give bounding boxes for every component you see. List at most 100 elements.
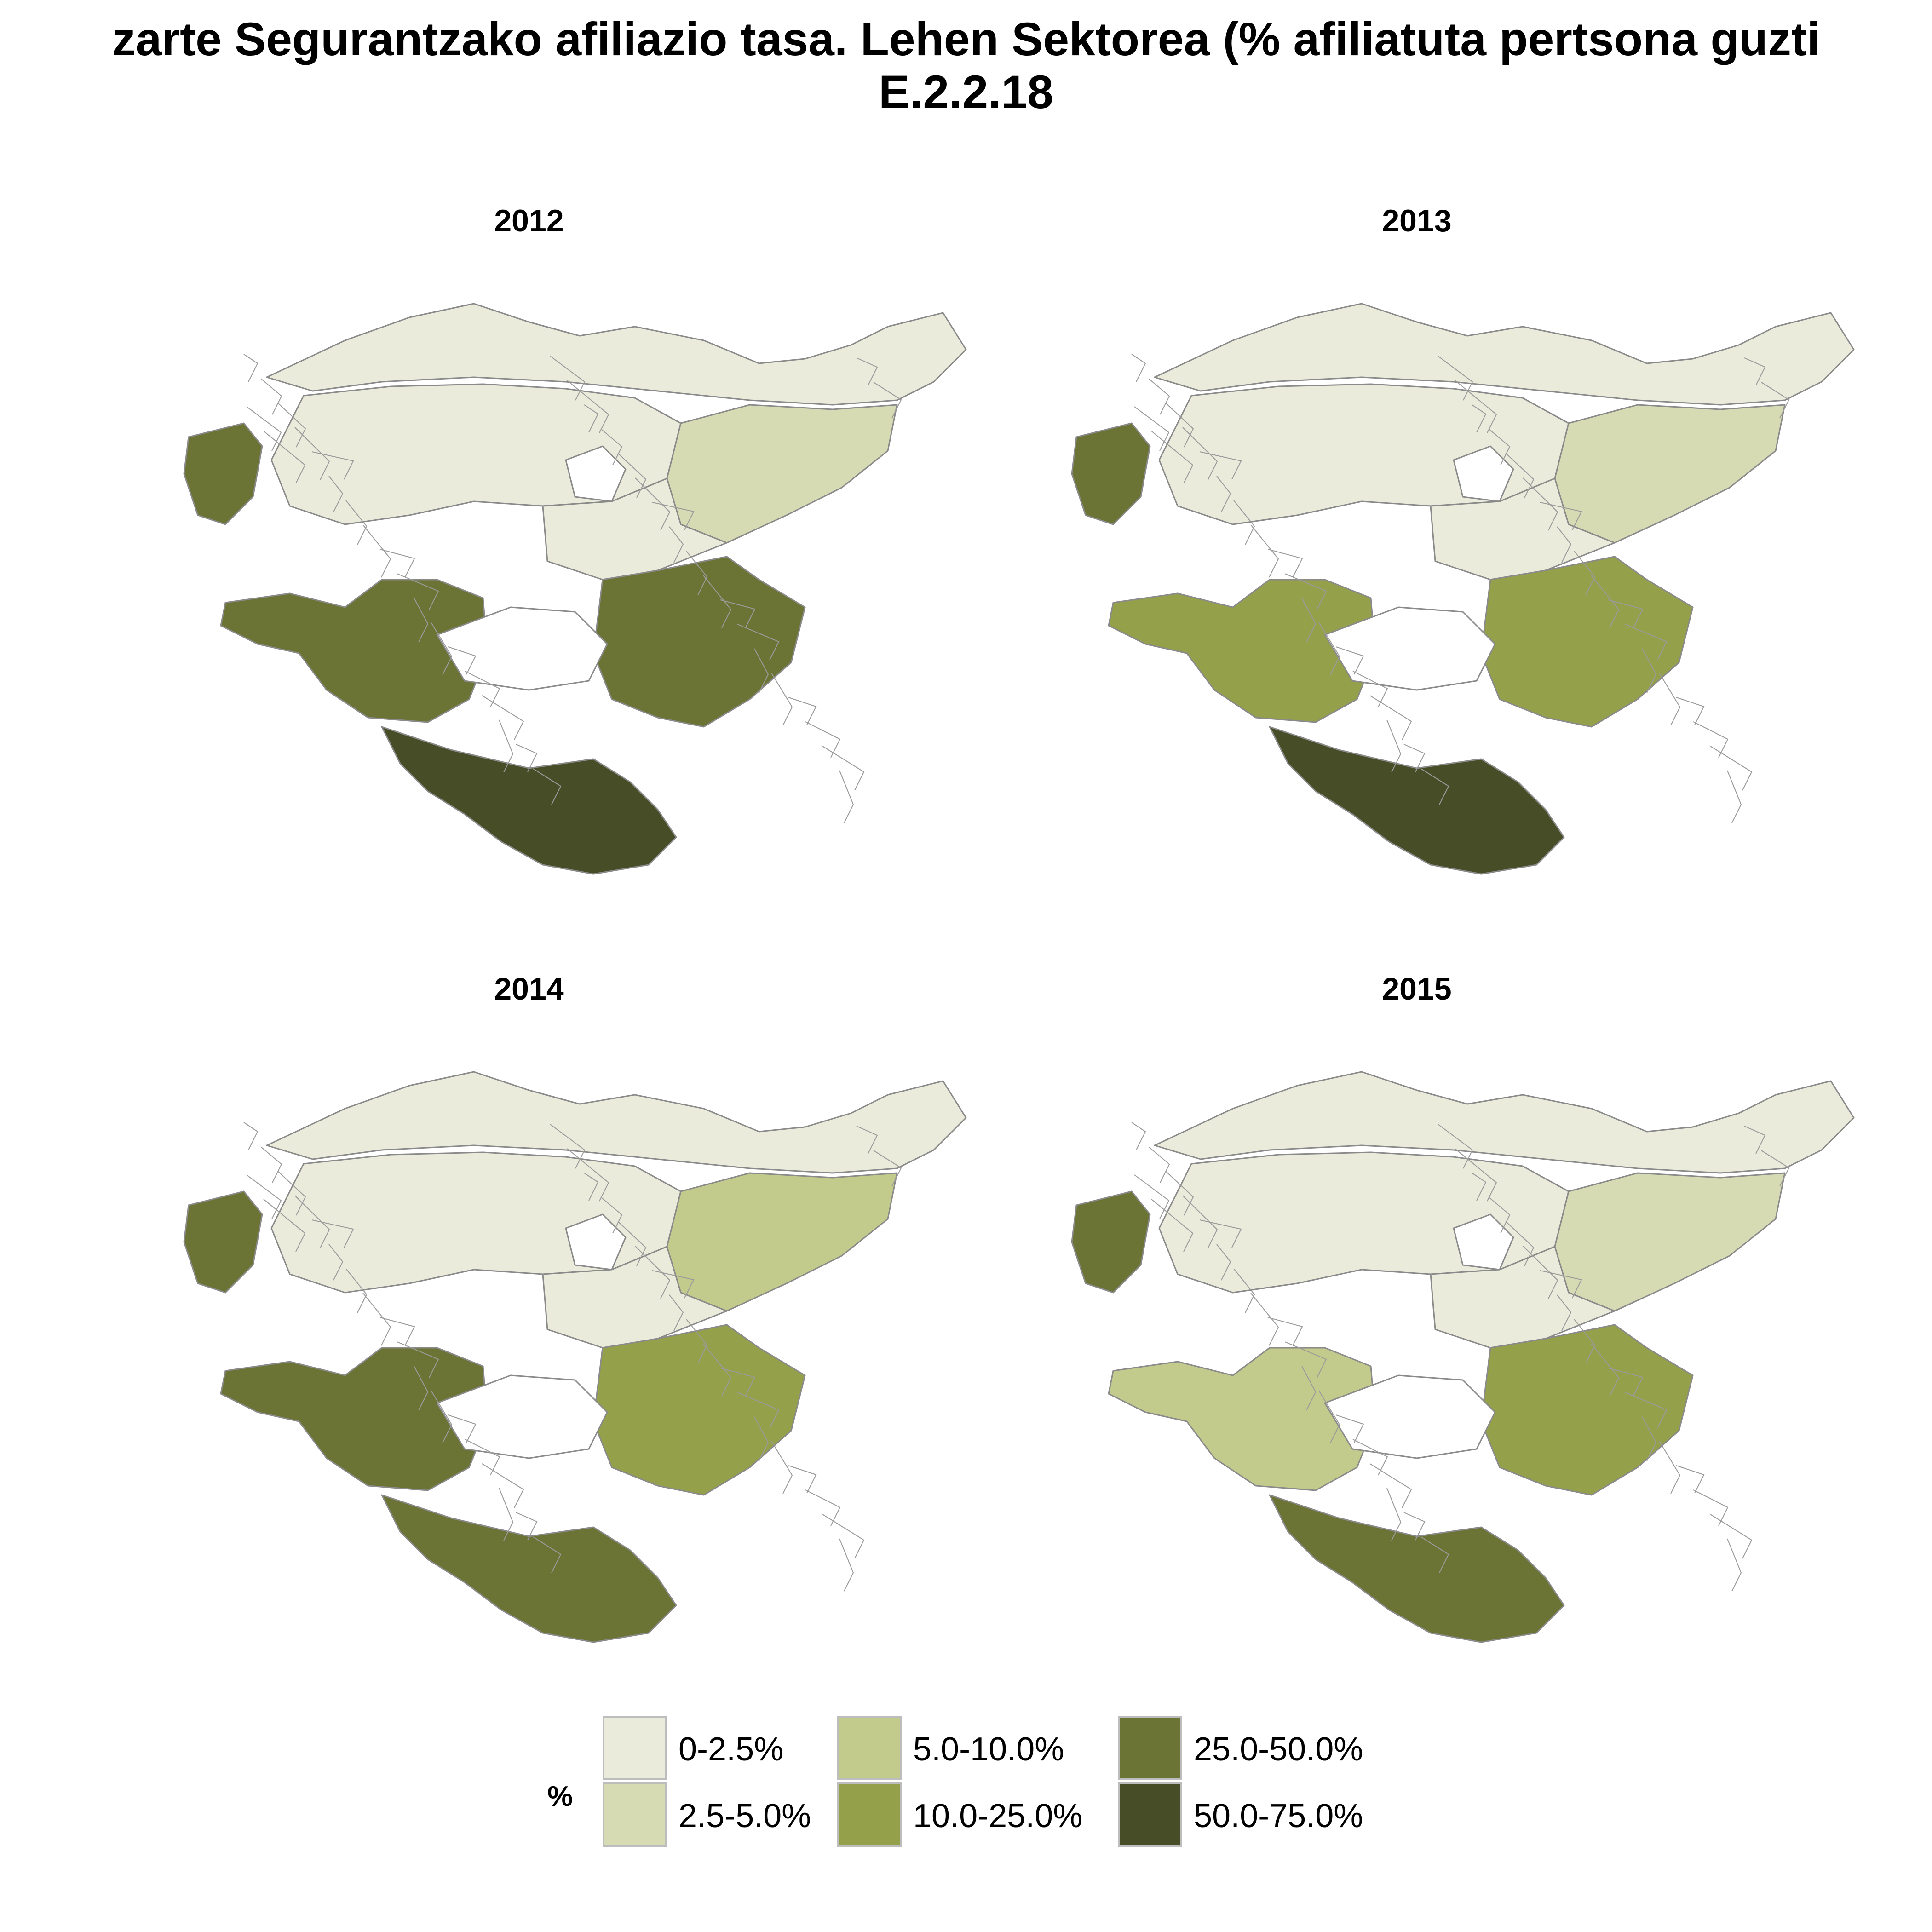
municipality-boundary xyxy=(1267,1317,1303,1346)
municipality-boundary xyxy=(397,1341,439,1378)
municipality-boundary xyxy=(771,1441,793,1494)
municipality-boundary xyxy=(1318,622,1340,675)
legend-title: % xyxy=(547,1781,573,1812)
choropleth-map xyxy=(1071,1071,1855,1643)
municipality-boundary xyxy=(482,1463,524,1508)
municipality-boundary xyxy=(533,768,562,805)
municipality-boundary xyxy=(584,1173,599,1201)
region-coast xyxy=(1154,1071,1855,1174)
map-regions xyxy=(1071,303,1855,875)
region-south-west xyxy=(1071,1190,1151,1294)
municipality-boundary xyxy=(243,1122,259,1150)
municipality-boundary xyxy=(1472,1173,1487,1201)
municipality-boundary xyxy=(1540,1270,1582,1299)
municipality-boundary xyxy=(263,431,306,484)
municipality-boundary xyxy=(1199,451,1242,480)
municipality-boundary xyxy=(1574,551,1596,596)
municipality-boundary xyxy=(1591,1343,1620,1397)
municipality-boundary xyxy=(277,402,306,448)
municipality-boundary xyxy=(873,382,902,419)
legend-swatch xyxy=(837,1716,902,1780)
municipality-boundary xyxy=(1131,1122,1146,1150)
region-south-west xyxy=(220,1347,489,1491)
municipality-boundary xyxy=(1506,1221,1535,1266)
municipality-boundary xyxy=(1267,549,1303,577)
chart-title-line-1: zarte Segurantzako afiliazio tasa. Lehen… xyxy=(112,13,1820,65)
municipality-boundary xyxy=(1182,427,1218,480)
municipality-boundary xyxy=(1642,648,1657,693)
municipality-boundary xyxy=(856,357,878,386)
municipality-boundary xyxy=(448,646,477,675)
municipality-boundary xyxy=(260,1146,282,1183)
region-coast xyxy=(266,303,967,406)
municipality-boundary xyxy=(294,1195,330,1248)
municipality-boundary xyxy=(652,1270,695,1299)
municipality-boundary xyxy=(1506,453,1535,498)
municipality-boundary xyxy=(1659,1441,1681,1494)
municipality-boundary xyxy=(1693,1489,1729,1526)
municipality-boundary xyxy=(1250,1293,1279,1346)
municipality-boundary xyxy=(1761,1150,1790,1187)
region-east xyxy=(542,1246,728,1349)
legend-label: 25.0-50.0% xyxy=(1194,1731,1363,1768)
region-south-center xyxy=(1480,556,1694,728)
municipality-boundary xyxy=(1608,1368,1644,1396)
municipality-boundary xyxy=(1727,770,1742,823)
municipality-boundary xyxy=(1233,500,1255,545)
municipality-boundary xyxy=(516,1512,538,1541)
region-south-west xyxy=(1108,1347,1376,1491)
municipality-boundary xyxy=(788,697,817,725)
municipality-boundary xyxy=(822,1514,865,1559)
municipality-boundary xyxy=(1148,378,1170,415)
municipality-boundary xyxy=(482,695,524,740)
municipality-boundary xyxy=(362,1293,391,1346)
municipality-boundary xyxy=(1625,624,1668,661)
region-far-south xyxy=(1269,726,1565,875)
region-east xyxy=(1430,1246,1616,1349)
municipality-boundary xyxy=(1134,1174,1170,1219)
municipality-boundary xyxy=(737,1392,780,1429)
municipality-boundary xyxy=(1352,671,1388,707)
legend-swatch xyxy=(1118,1716,1182,1780)
region-coast xyxy=(266,1071,967,1174)
municipality-boundary xyxy=(1233,1268,1255,1313)
municipality-boundary xyxy=(1710,746,1753,791)
municipality-boundary xyxy=(1574,1319,1596,1364)
legend-item: 25.0-50.0% xyxy=(1118,1716,1403,1785)
municipality-boundary xyxy=(499,1488,514,1541)
municipality-boundary xyxy=(822,746,865,791)
legend-item: 50.0-75.0% xyxy=(1118,1782,1403,1852)
no-data-area xyxy=(565,1213,627,1271)
municipality-boundary xyxy=(1557,526,1572,563)
municipality-boundary xyxy=(1420,768,1449,805)
municipality-boundary xyxy=(277,1171,306,1216)
municipality-boundary xyxy=(1216,476,1231,512)
municipality-boundary xyxy=(839,1538,854,1592)
municipality-boundary xyxy=(1182,1195,1218,1248)
municipality-boundary xyxy=(448,1414,477,1443)
municipality-boundary xyxy=(720,599,756,628)
choropleth-map xyxy=(1071,303,1855,875)
municipality-boundary xyxy=(1386,1488,1402,1541)
municipality-boundary xyxy=(1386,719,1402,773)
panel-title: 2013 xyxy=(1382,203,1452,238)
legend-swatch xyxy=(837,1782,902,1847)
municipality-boundary xyxy=(1250,524,1279,578)
municipality-boundary xyxy=(635,477,671,531)
municipality-boundary xyxy=(754,648,769,693)
municipality-boundary xyxy=(380,1317,415,1346)
no-data-area xyxy=(1324,606,1496,691)
municipality-boundary xyxy=(1284,1341,1327,1378)
municipality-boundary xyxy=(1676,697,1705,725)
legend-swatch xyxy=(603,1716,667,1780)
municipality-boundary xyxy=(839,770,854,823)
municipality-boundary xyxy=(1472,404,1487,433)
municipality-boundary xyxy=(1438,1124,1473,1169)
municipality-boundary xyxy=(1489,429,1511,466)
municipality-boundary xyxy=(1608,599,1644,628)
region-south-center xyxy=(592,556,806,728)
municipality-boundary xyxy=(1335,646,1364,675)
municipality-boundary xyxy=(686,1319,708,1364)
municipality-boundary xyxy=(1335,1414,1364,1443)
municipality-boundary xyxy=(703,575,732,628)
